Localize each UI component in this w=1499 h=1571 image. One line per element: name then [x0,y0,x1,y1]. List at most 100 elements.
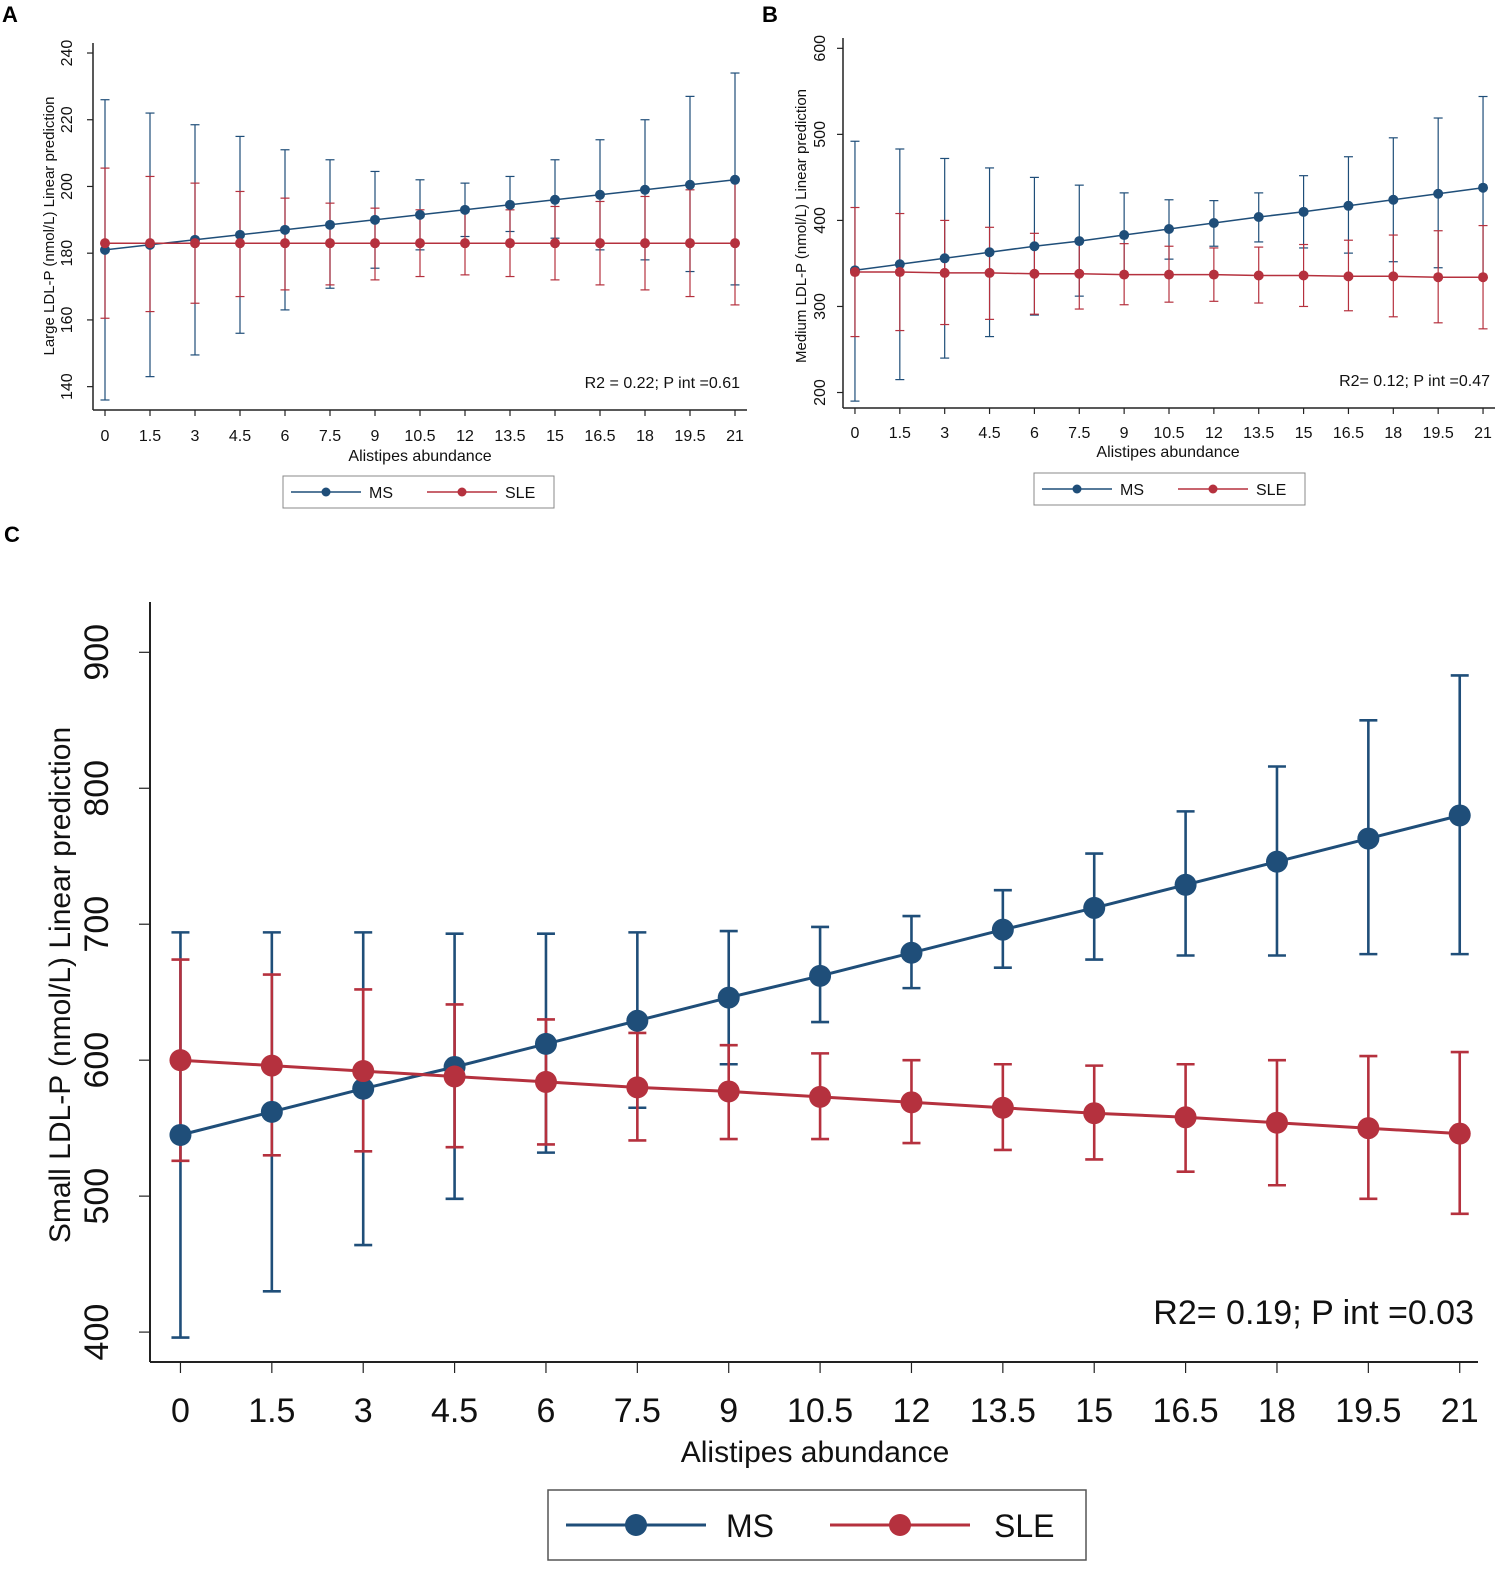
data-point-sle [717,1080,740,1103]
y-tick-label: 800 [78,760,116,817]
data-point-ms [169,1123,192,1146]
legend-marker-ms [625,1514,647,1536]
x-tick-label: 18 [636,428,654,445]
data-point-sle [1029,268,1040,279]
x-tick-label: 21 [726,428,744,445]
x-tick-label: 15 [1295,425,1313,442]
y-tick-label: 500 [812,121,829,148]
stats-annotation: R2= 0.19; P int =0.03 [1153,1294,1474,1332]
data-point-ms [280,224,290,235]
y-axis-label: Large LDL-P (nmol/L) Linear prediction [41,96,58,355]
data-point-sle [352,1060,375,1083]
y-tick-label: 140 [59,373,76,400]
data-point-ms [717,986,740,1009]
x-tick-label: 7.5 [319,428,341,445]
data-point-ms [235,229,245,240]
y-tick-label: 160 [59,306,76,333]
data-point-sle [415,238,425,249]
x-tick-label: 3 [191,428,200,445]
data-point-sle [849,267,860,278]
data-point-sle [280,238,290,249]
legend-label-ms: MS [1120,482,1144,499]
data-point-sle [1343,271,1354,282]
panel-c: C 0 1.5 3 4.5 6 7.5 9 10.5 12 13.5 15 16.5 18 19.5 21 … [4,522,1479,1561]
y-ticks: 200 300 400 500 600 [812,35,843,406]
legend-marker-sle [457,487,467,497]
data-point-sle [1074,268,1085,279]
data-point-sle [1208,269,1219,280]
data-point-ms [260,1100,283,1123]
legend-marker-sle [889,1514,911,1536]
x-tick-label: 1.5 [139,428,161,445]
y-tick-label: 300 [812,293,829,320]
data-point-ms [900,941,923,964]
data-point-sle [505,238,515,249]
data-point-sle [1164,269,1174,280]
x-tick-label: 12 [893,1392,931,1430]
x-tick-label: 10.5 [1153,425,1184,442]
legend-marker-ms [321,487,331,497]
panel-label-c: C [4,522,20,547]
legend-marker-ms [1072,484,1082,494]
data-point-sle [169,1049,192,1072]
data-point-ms [550,194,560,205]
data-point-ms [370,214,380,225]
x-tick-label: 4.5 [978,425,1000,442]
y-ticks: 400 500 600 700 800 900 [78,624,150,1360]
plot-area [169,674,1471,1339]
x-tick-label: 6 [537,1392,556,1430]
x-tick-label: 4.5 [229,428,251,445]
data-point-sle [534,1070,557,1093]
data-point-ms [595,189,605,200]
x-tick-label: 21 [1441,1392,1479,1430]
x-axis-label: Alistipes abundance [681,1436,950,1469]
data-point-sle [1298,270,1309,281]
data-point-sle [325,238,335,249]
data-point-ms [1343,200,1354,211]
data-point-sle [894,267,905,278]
x-tick-label: 16.5 [1153,1392,1219,1430]
y-ticks: 140 160 180 200 220 240 [59,40,93,400]
data-point-ms [894,259,905,270]
x-tick-label: 16.5 [1333,425,1364,442]
data-point-sle [809,1085,832,1108]
x-ticks: 0 1.5 3 4.5 6 7.5 9 10.5 12 13.5 15 16.5 18 19.5 21 [171,1362,1479,1430]
data-point-sle [100,238,110,249]
data-point-ms [415,209,425,220]
panel-label-b: B [762,2,778,27]
stats-annotation: R2= 0.12; P int =0.47 [1339,373,1490,390]
data-point-sle [190,238,200,249]
data-point-ms [730,174,740,185]
data-point-sle [1388,271,1399,282]
data-point-sle [730,238,740,249]
x-axis-label: Alistipes abundance [348,448,491,465]
data-point-ms [460,204,470,215]
data-point-ms [1253,211,1264,222]
x-tick-label: 19.5 [674,428,705,445]
legend: MS SLE [547,1489,1087,1561]
x-tick-label: 3 [940,425,949,442]
legend-label-sle: SLE [1256,482,1286,499]
x-tick-label: 13.5 [970,1392,1036,1430]
x-tick-label: 12 [1205,425,1223,442]
x-tick-label: 7.5 [614,1392,661,1430]
y-tick-label: 400 [812,207,829,234]
x-tick-label: 1.5 [248,1392,295,1430]
x-tick-label: 19.5 [1335,1392,1401,1430]
data-point-ms [640,184,650,195]
data-point-ms [1119,230,1130,241]
data-point-ms [325,219,335,230]
data-point-sle [900,1091,923,1114]
data-point-ms [939,253,950,264]
x-tick-label: 16.5 [584,428,615,445]
x-tick-label: 9 [371,428,380,445]
data-point-ms [1074,236,1085,247]
x-tick-label: 18 [1258,1392,1296,1430]
data-point-ms [809,964,832,987]
data-point-sle [991,1096,1014,1119]
data-point-ms [1357,827,1380,850]
x-tick-label: 0 [851,425,860,442]
data-point-sle [1448,1122,1471,1145]
data-point-sle [550,238,560,249]
